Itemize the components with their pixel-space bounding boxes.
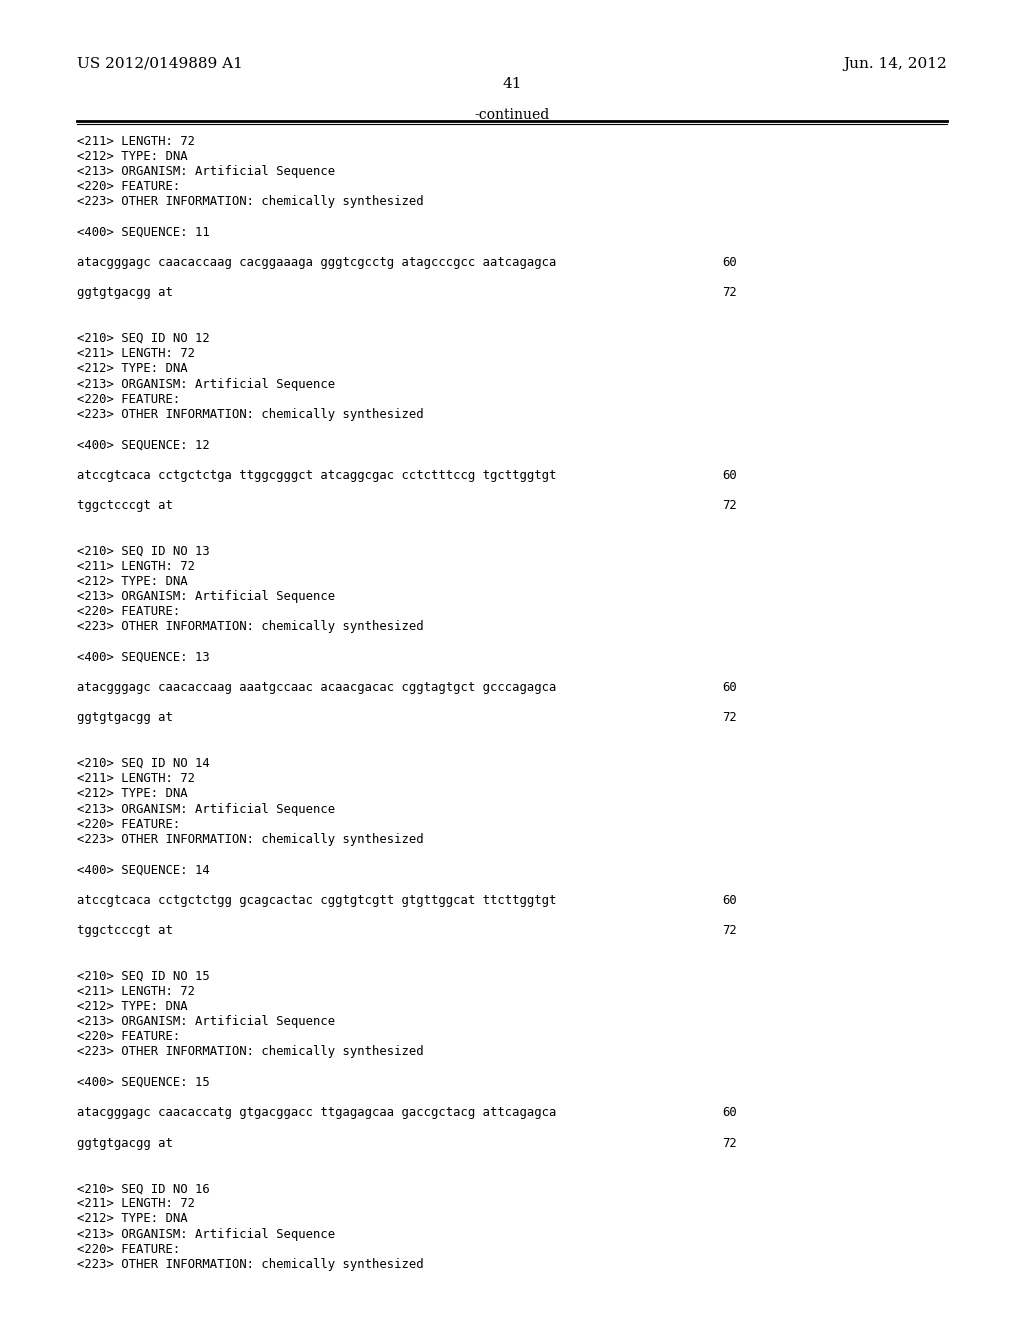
Text: 60: 60	[722, 469, 736, 482]
Text: 72: 72	[722, 711, 736, 725]
Text: <212> TYPE: DNA: <212> TYPE: DNA	[77, 149, 187, 162]
Text: tggctcccgt at: tggctcccgt at	[77, 499, 173, 512]
Text: <220> FEATURE:: <220> FEATURE:	[77, 817, 180, 830]
Text: <211> LENGTH: 72: <211> LENGTH: 72	[77, 985, 195, 998]
Text: <220> FEATURE:: <220> FEATURE:	[77, 392, 180, 405]
Text: <400> SEQUENCE: 11: <400> SEQUENCE: 11	[77, 226, 210, 239]
Text: <213> ORGANISM: Artificial Sequence: <213> ORGANISM: Artificial Sequence	[77, 165, 335, 178]
Text: 72: 72	[722, 286, 736, 300]
Text: <213> ORGANISM: Artificial Sequence: <213> ORGANISM: Artificial Sequence	[77, 803, 335, 816]
Text: <211> LENGTH: 72: <211> LENGTH: 72	[77, 135, 195, 148]
Text: <210> SEQ ID NO 16: <210> SEQ ID NO 16	[77, 1181, 210, 1195]
Text: 72: 72	[722, 924, 736, 937]
Text: <213> ORGANISM: Artificial Sequence: <213> ORGANISM: Artificial Sequence	[77, 1228, 335, 1241]
Text: <211> LENGTH: 72: <211> LENGTH: 72	[77, 1197, 195, 1210]
Text: <220> FEATURE:: <220> FEATURE:	[77, 1030, 180, 1043]
Text: <223> OTHER INFORMATION: chemically synthesized: <223> OTHER INFORMATION: chemically synt…	[77, 1045, 424, 1059]
Text: atccgtcaca cctgctctgg gcagcactac cggtgtcgtt gtgttggcat ttcttggtgt: atccgtcaca cctgctctgg gcagcactac cggtgtc…	[77, 894, 556, 907]
Text: <223> OTHER INFORMATION: chemically synthesized: <223> OTHER INFORMATION: chemically synt…	[77, 195, 424, 209]
Text: <400> SEQUENCE: 12: <400> SEQUENCE: 12	[77, 438, 210, 451]
Text: ggtgtgacgg at: ggtgtgacgg at	[77, 286, 173, 300]
Text: <210> SEQ ID NO 13: <210> SEQ ID NO 13	[77, 544, 210, 557]
Text: US 2012/0149889 A1: US 2012/0149889 A1	[77, 57, 243, 71]
Text: <213> ORGANISM: Artificial Sequence: <213> ORGANISM: Artificial Sequence	[77, 590, 335, 603]
Text: <400> SEQUENCE: 15: <400> SEQUENCE: 15	[77, 1076, 210, 1089]
Text: <220> FEATURE:: <220> FEATURE:	[77, 1242, 180, 1255]
Text: <212> TYPE: DNA: <212> TYPE: DNA	[77, 1212, 187, 1225]
Text: <212> TYPE: DNA: <212> TYPE: DNA	[77, 787, 187, 800]
Text: <223> OTHER INFORMATION: chemically synthesized: <223> OTHER INFORMATION: chemically synt…	[77, 833, 424, 846]
Text: 72: 72	[722, 1137, 736, 1150]
Text: atacgggagc caacaccaag aaatgccaac acaacgacac cggtagtgct gcccagagca: atacgggagc caacaccaag aaatgccaac acaacga…	[77, 681, 556, 694]
Text: <223> OTHER INFORMATION: chemically synthesized: <223> OTHER INFORMATION: chemically synt…	[77, 408, 424, 421]
Text: <212> TYPE: DNA: <212> TYPE: DNA	[77, 574, 187, 587]
Text: 60: 60	[722, 894, 736, 907]
Text: <211> LENGTH: 72: <211> LENGTH: 72	[77, 560, 195, 573]
Text: <223> OTHER INFORMATION: chemically synthesized: <223> OTHER INFORMATION: chemically synt…	[77, 1258, 424, 1271]
Text: <400> SEQUENCE: 13: <400> SEQUENCE: 13	[77, 651, 210, 664]
Text: <223> OTHER INFORMATION: chemically synthesized: <223> OTHER INFORMATION: chemically synt…	[77, 620, 424, 634]
Text: atacgggagc caacaccatg gtgacggacc ttgagagcaa gaccgctacg attcagagca: atacgggagc caacaccatg gtgacggacc ttgagag…	[77, 1106, 556, 1119]
Text: 72: 72	[722, 499, 736, 512]
Text: <400> SEQUENCE: 14: <400> SEQUENCE: 14	[77, 863, 210, 876]
Text: <213> ORGANISM: Artificial Sequence: <213> ORGANISM: Artificial Sequence	[77, 378, 335, 391]
Text: Jun. 14, 2012: Jun. 14, 2012	[844, 57, 947, 71]
Text: 41: 41	[502, 77, 522, 91]
Text: atccgtcaca cctgctctga ttggcgggct atcaggcgac cctctttccg tgcttggtgt: atccgtcaca cctgctctga ttggcgggct atcaggc…	[77, 469, 556, 482]
Text: ggtgtgacgg at: ggtgtgacgg at	[77, 711, 173, 725]
Text: <220> FEATURE:: <220> FEATURE:	[77, 605, 180, 618]
Text: <210> SEQ ID NO 15: <210> SEQ ID NO 15	[77, 969, 210, 982]
Text: <211> LENGTH: 72: <211> LENGTH: 72	[77, 772, 195, 785]
Text: <212> TYPE: DNA: <212> TYPE: DNA	[77, 362, 187, 375]
Text: <212> TYPE: DNA: <212> TYPE: DNA	[77, 999, 187, 1012]
Text: <220> FEATURE:: <220> FEATURE:	[77, 180, 180, 193]
Text: 60: 60	[722, 256, 736, 269]
Text: <211> LENGTH: 72: <211> LENGTH: 72	[77, 347, 195, 360]
Text: atacgggagc caacaccaag cacggaaaga gggtcgcctg atagcccgcc aatcagagca: atacgggagc caacaccaag cacggaaaga gggtcgc…	[77, 256, 556, 269]
Text: 60: 60	[722, 681, 736, 694]
Text: <210> SEQ ID NO 14: <210> SEQ ID NO 14	[77, 756, 210, 770]
Text: tggctcccgt at: tggctcccgt at	[77, 924, 173, 937]
Text: 60: 60	[722, 1106, 736, 1119]
Text: <210> SEQ ID NO 12: <210> SEQ ID NO 12	[77, 331, 210, 345]
Text: ggtgtgacgg at: ggtgtgacgg at	[77, 1137, 173, 1150]
Text: -continued: -continued	[474, 108, 550, 123]
Text: <213> ORGANISM: Artificial Sequence: <213> ORGANISM: Artificial Sequence	[77, 1015, 335, 1028]
